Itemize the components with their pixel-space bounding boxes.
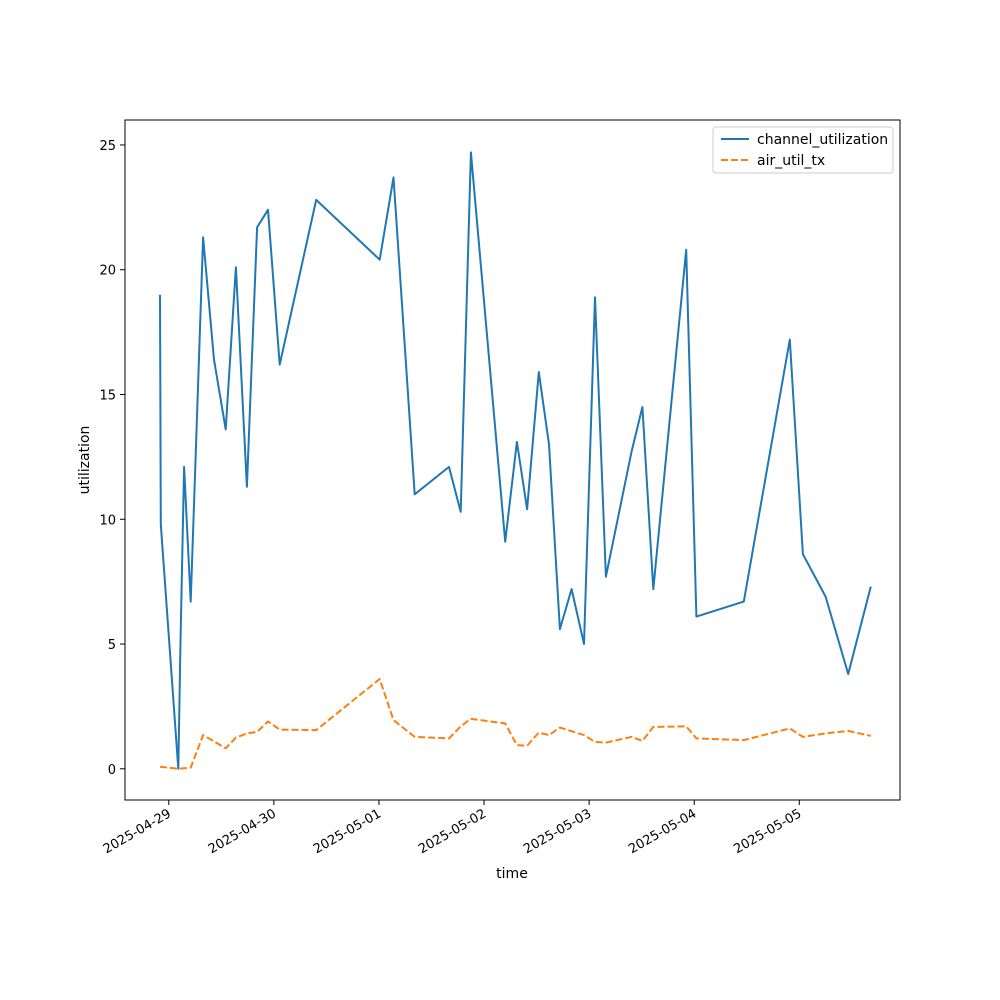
series-line-air-util-tx: [159, 678, 872, 770]
y-axis-title: utilization: [77, 426, 93, 495]
y-tick-label: 10: [99, 513, 116, 528]
y-tick-label: 5: [108, 638, 116, 653]
y-tick-label: 0: [108, 763, 116, 778]
y-tick-label: 20: [99, 264, 116, 279]
y-tick-label: 25: [99, 139, 116, 154]
y-axis-ticks: 0 5 10 15 20 25: [99, 139, 125, 778]
legend-box: [712, 126, 894, 174]
plot-layer: [159, 151, 872, 770]
legend: channel_utilization air_util_tx: [712, 126, 894, 174]
y-tick-label: 15: [99, 388, 116, 403]
plot-frame: [124, 119, 901, 801]
series-line-channel-utilization: [159, 151, 872, 770]
legend-label: air_util_tx: [757, 153, 825, 169]
legend-label: channel_utilization: [757, 132, 888, 148]
x-axis-title: time: [496, 866, 528, 882]
